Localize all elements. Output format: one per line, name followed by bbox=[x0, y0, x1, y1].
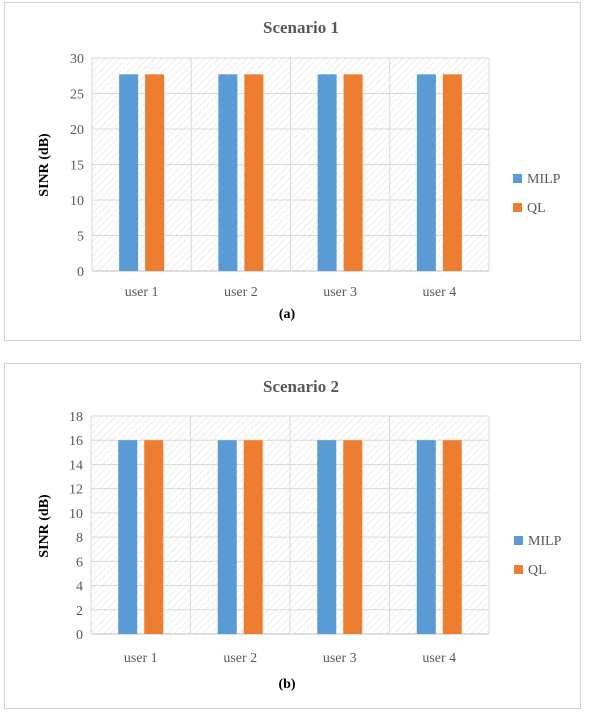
x-tick-label: user 3 bbox=[323, 285, 357, 300]
y-tick-label: 8 bbox=[76, 531, 83, 546]
bar-milp bbox=[317, 74, 337, 271]
bar-milp bbox=[416, 440, 436, 634]
y-tick-label: 15 bbox=[70, 159, 84, 174]
legend-label: QL bbox=[528, 563, 547, 578]
legend: MILP QL bbox=[513, 172, 561, 216]
bar-ql bbox=[343, 440, 363, 634]
chart-caption: (a) bbox=[279, 307, 296, 322]
legend-label: MILP bbox=[527, 172, 561, 187]
legend: MILP QL bbox=[514, 534, 562, 578]
x-tick-label: user 3 bbox=[323, 651, 357, 666]
bar-ql bbox=[244, 74, 264, 271]
y-tick-label: 20 bbox=[70, 123, 84, 138]
bar-ql bbox=[442, 74, 462, 271]
y-tick-label: 0 bbox=[76, 628, 83, 643]
plot-area: 0 2 4 6 8 10 12 14 16 18 user 1 user 2 user 3 user 4 bbox=[69, 410, 490, 666]
y-tick-label: 12 bbox=[69, 483, 83, 498]
chart-panel-scenario-2: Scenario 2 SINR (dB) (b) 0 2 4 6 8 10 12 14 16 18… bbox=[4, 363, 581, 709]
y-tick-label: 4 bbox=[76, 580, 83, 595]
chart-svg-scenario-2: Scenario 2 SINR (dB) (b) 0 2 4 6 8 10 12 14 16 18… bbox=[37, 377, 562, 692]
legend-swatch bbox=[514, 565, 523, 574]
bar-milp bbox=[119, 74, 139, 271]
chart-title: Scenario 2 bbox=[263, 377, 339, 396]
y-tick-label: 5 bbox=[77, 230, 84, 245]
bar-ql bbox=[243, 440, 263, 634]
bar-milp bbox=[217, 440, 237, 634]
y-tick-label: 0 bbox=[77, 265, 84, 280]
x-tick-label: user 2 bbox=[224, 285, 258, 300]
x-tick-label: user 4 bbox=[422, 285, 456, 300]
y-axis-label: SINR (dB) bbox=[37, 494, 52, 558]
x-tick-label: user 4 bbox=[422, 651, 456, 666]
legend-swatch bbox=[513, 203, 522, 212]
y-axis-label: SINR (dB) bbox=[37, 133, 52, 197]
y-tick-label: 30 bbox=[70, 52, 84, 67]
x-tick-label: user 1 bbox=[125, 285, 159, 300]
y-tick-label: 16 bbox=[69, 434, 83, 449]
x-tick-label: user 1 bbox=[124, 651, 158, 666]
bar-ql bbox=[144, 440, 164, 634]
chart-title: Scenario 1 bbox=[263, 18, 339, 37]
plot-area: 0 5 10 15 20 25 30 user 1 user 2 user 3 user 4 bbox=[70, 52, 490, 300]
y-tick-label: 6 bbox=[76, 555, 83, 570]
bar-milp bbox=[317, 440, 337, 634]
legend-swatch bbox=[514, 536, 523, 545]
legend-label: QL bbox=[527, 201, 546, 216]
legend-swatch bbox=[513, 174, 522, 183]
y-tick-label: 14 bbox=[69, 458, 83, 473]
y-tick-label: 25 bbox=[70, 88, 84, 103]
chart-svg-scenario-1: Scenario 1 SINR (dB) (a) 0 5 10 15 20 25 30 use… bbox=[37, 18, 561, 322]
y-tick-label: 10 bbox=[70, 194, 84, 209]
bar-milp bbox=[218, 74, 238, 271]
bar-ql bbox=[442, 440, 462, 634]
y-tick-label: 10 bbox=[69, 507, 83, 522]
bar-milp bbox=[416, 74, 436, 271]
bar-ql bbox=[145, 74, 165, 271]
chart-panel-scenario-1: Scenario 1 SINR (dB) (a) 0 5 10 15 20 25 30 use… bbox=[4, 2, 581, 341]
bar-ql bbox=[343, 74, 363, 271]
x-tick-label: user 2 bbox=[223, 651, 257, 666]
legend-label: MILP bbox=[528, 534, 562, 549]
y-tick-label: 2 bbox=[76, 604, 83, 619]
y-tick-label: 18 bbox=[69, 410, 83, 425]
chart-caption: (b) bbox=[278, 677, 295, 692]
bar-milp bbox=[118, 440, 138, 634]
